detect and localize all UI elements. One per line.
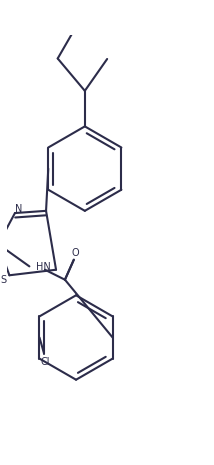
Text: N: N: [15, 204, 22, 213]
Text: HN: HN: [36, 263, 51, 272]
Text: O: O: [71, 248, 79, 258]
Text: S: S: [1, 275, 7, 285]
Text: Cl: Cl: [40, 357, 50, 367]
